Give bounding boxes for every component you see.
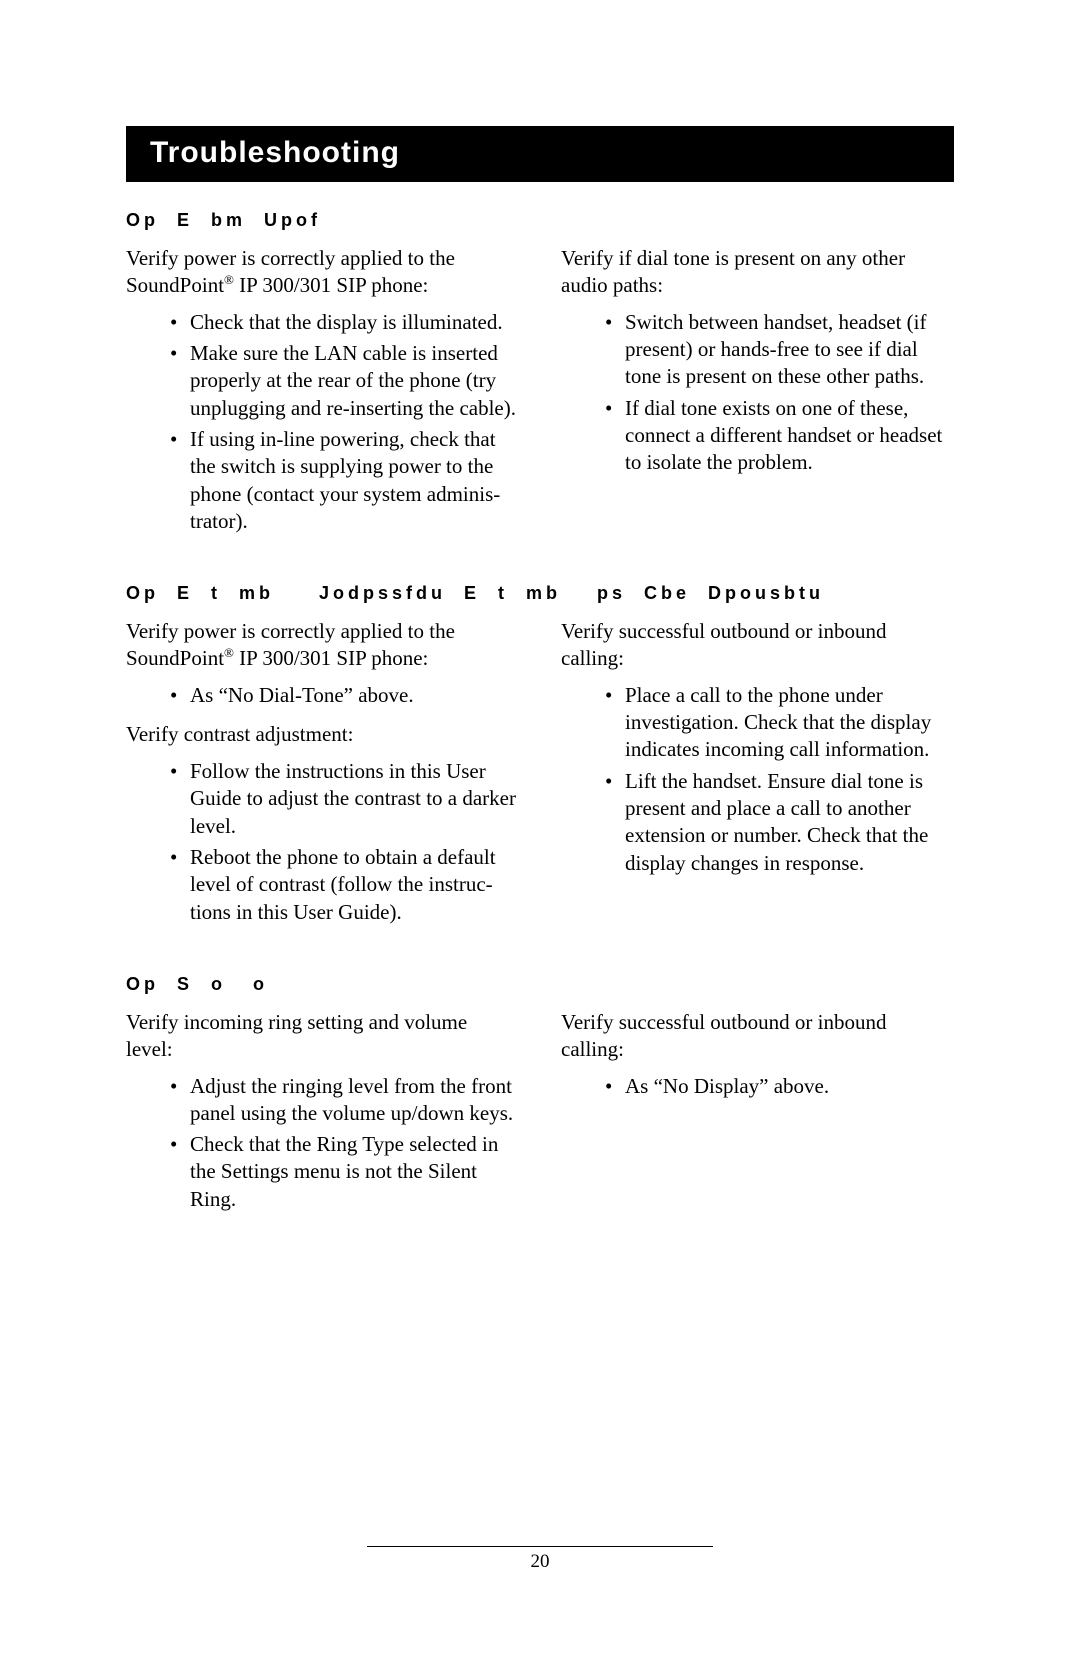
bullet-list: Place a call to the phone under investig…: [561, 682, 954, 877]
list-item: Follow the instructions in this User Gui…: [170, 758, 519, 840]
page-number: 20: [367, 1546, 713, 1573]
intro-para: Verify successful outbound or inbound ca…: [561, 1009, 954, 1063]
two-column: Verify power is correctly applied to the…: [126, 245, 954, 547]
section-heading: Op S o o: [126, 974, 954, 995]
column-right: Verify if dial tone is present on any ot…: [561, 245, 954, 547]
column-left: Verify power is correctly applied to the…: [126, 245, 519, 547]
list-item: As “No Display” above.: [605, 1073, 954, 1100]
list-item: As “No Dial-Tone” above.: [170, 682, 519, 709]
footer: 20: [0, 1546, 1080, 1573]
section-no-dial-tone: Op E bm Upof Verify power is correctly a…: [126, 210, 954, 547]
list-item: If using in-line powering, check that th…: [170, 426, 519, 535]
bullet-list: Switch between handset, headset (if pres…: [561, 309, 954, 477]
list-item: Reboot the phone to obtain a default lev…: [170, 844, 519, 926]
list-item: Make sure the LAN cable is inserted prop…: [170, 340, 519, 422]
intro-para: Verify power is correctly applied to the…: [126, 245, 519, 299]
intro-para: Verify if dial tone is present on any ot…: [561, 245, 954, 299]
intro-para: Verify contrast adjustment:: [126, 721, 519, 748]
section-heading: Op E bm Upof: [126, 210, 954, 231]
intro-para: Verify successful outbound or inbound ca…: [561, 618, 954, 672]
section-heading: Op E t mb Jodpssfdu E t mb ps Cbe Dpousb…: [126, 583, 954, 604]
list-item: Check that the display is illuminated.: [170, 309, 519, 336]
bullet-list: Check that the display is illuminated. M…: [126, 309, 519, 535]
page: Troubleshooting Op E bm Upof Verify powe…: [0, 0, 1080, 1669]
section-no-display: Op E t mb Jodpssfdu E t mb ps Cbe Dpousb…: [126, 583, 954, 938]
intro-para: Verify incoming ring setting and volume …: [126, 1009, 519, 1063]
bullet-list: As “No Display” above.: [561, 1073, 954, 1100]
list-item: Lift the handset. Ensure dial tone is pr…: [605, 768, 954, 877]
list-item: Place a call to the phone under investig…: [605, 682, 954, 764]
list-item: If dial tone exists on one of these, con…: [605, 395, 954, 477]
list-item: Switch between handset, headset (if pres…: [605, 309, 954, 391]
bullet-list: Follow the instructions in this User Gui…: [126, 758, 519, 926]
column-left: Verify incoming ring setting and volume …: [126, 1009, 519, 1225]
intro-para: Verify power is correctly applied to the…: [126, 618, 519, 672]
bullet-list: Adjust the ringing level from the front …: [126, 1073, 519, 1213]
two-column: Verify incoming ring setting and volume …: [126, 1009, 954, 1225]
page-title: Troubleshooting: [126, 126, 954, 182]
column-right: Verify successful outbound or inbound ca…: [561, 618, 954, 938]
section-no-ring: Op S o o Verify incoming ring setting an…: [126, 974, 954, 1225]
column-right: Verify successful outbound or inbound ca…: [561, 1009, 954, 1225]
bullet-list: As “No Dial-Tone” above.: [126, 682, 519, 709]
list-item: Adjust the ringing level from the front …: [170, 1073, 519, 1128]
list-item: Check that the Ring Type selected in the…: [170, 1131, 519, 1213]
two-column: Verify power is correctly applied to the…: [126, 618, 954, 938]
column-left: Verify power is correctly applied to the…: [126, 618, 519, 938]
